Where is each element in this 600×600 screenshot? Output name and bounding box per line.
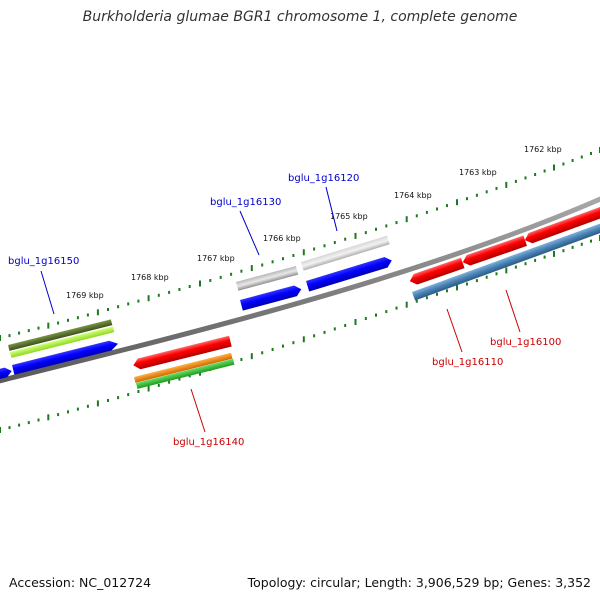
callout-lines — [40, 186, 521, 433]
scale-label: 1762 kbp — [524, 145, 562, 154]
gene-feature-grey[interactable] — [236, 265, 299, 291]
scale-label: 1767 kbp — [197, 254, 235, 263]
gene-arrow-blue[interactable] — [306, 255, 393, 292]
gene-feature-green[interactable] — [136, 358, 235, 389]
accession-label: Accession: NC_012724 — [9, 575, 152, 590]
gene-label[interactable]: bglu_1g16140 — [173, 437, 244, 448]
gene-feature-orange[interactable] — [134, 352, 233, 383]
gene-label[interactable]: bglu_1g16100 — [490, 337, 561, 348]
gene-feature-light-grey[interactable] — [301, 235, 390, 271]
gene-label[interactable]: bglu_1g16130 — [210, 197, 281, 208]
gene-arrow-blue-edge[interactable] — [0, 366, 13, 380]
gene-arrow-red[interactable] — [132, 335, 232, 371]
scale-label: 1764 kbp — [394, 191, 432, 200]
gene-feature-steelblue[interactable] — [412, 223, 600, 301]
gene-label[interactable]: bglu_1g16110 — [432, 357, 503, 368]
gene-label[interactable]: bglu_1g16120 — [288, 173, 359, 184]
scale-label: 1768 kbp — [131, 273, 169, 282]
upper-scale-ticks — [0, 147, 600, 341]
scale-label: 1763 kbp — [459, 168, 497, 177]
scale-label: 1765 kbp — [330, 212, 368, 221]
gene-arrow-blue[interactable] — [240, 284, 303, 311]
scale-labels: 1769 kbp 1768 kbp 1767 kbp 1766 kbp 1765… — [66, 145, 562, 300]
chromosome-backbone — [0, 196, 600, 384]
scale-label: 1769 kbp — [66, 291, 104, 300]
gene-arrow-red[interactable] — [461, 235, 527, 268]
gene-label[interactable]: bglu_1g16150 — [8, 256, 79, 267]
gene-feature-olive[interactable] — [8, 319, 113, 351]
map-title: Burkholderia glumae BGR1 chromosome 1, c… — [82, 9, 518, 25]
gene-arrow-blue[interactable] — [12, 339, 119, 375]
gene-feature-lime[interactable] — [10, 326, 115, 358]
gene-arrow-red[interactable] — [408, 257, 465, 287]
gene-arrow-red[interactable] — [523, 206, 600, 245]
scale-label: 1766 kbp — [263, 234, 301, 243]
genome-summary: Topology: circular; Length: 3,906,529 bp… — [247, 575, 591, 590]
